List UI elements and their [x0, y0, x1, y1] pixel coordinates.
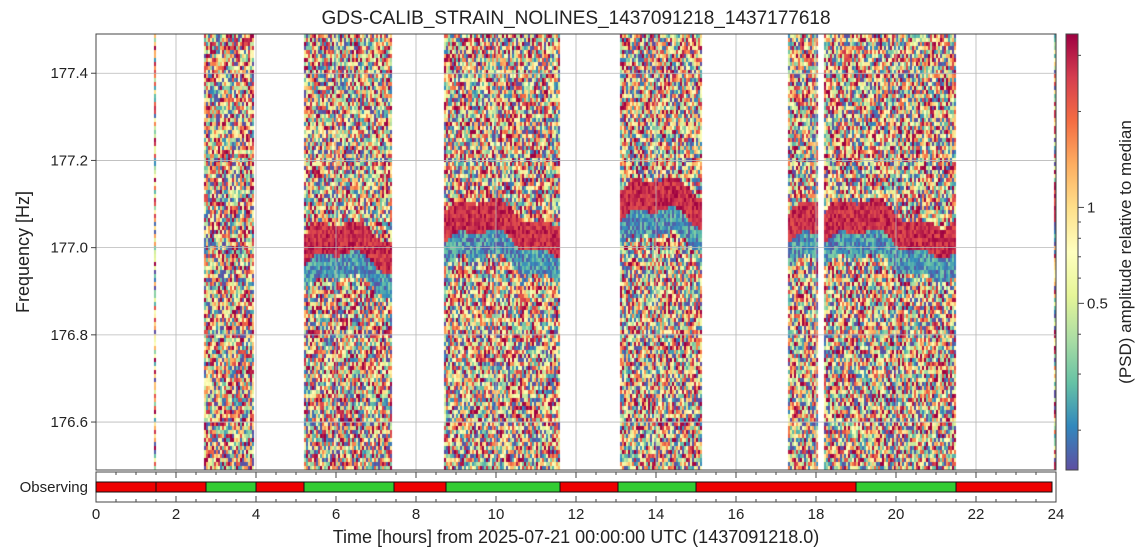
state-bar-label: Observing [20, 479, 88, 496]
observing-segment-active [855, 481, 957, 493]
observing-segment-inactive [695, 481, 857, 493]
observing-segment-inactive [559, 481, 619, 493]
x-tick-label: 6 [332, 506, 340, 523]
y-tick-label: 176.8 [50, 327, 88, 344]
x-tick-label: 24 [1048, 506, 1065, 523]
observing-segment-inactive [955, 481, 1053, 493]
observing-segment-inactive [393, 481, 447, 493]
x-tick-label: 22 [968, 506, 985, 523]
plot-frame [95, 33, 1057, 471]
y-tick-label: 177.0 [50, 240, 88, 257]
colorbar: 0.51 [1065, 33, 1108, 471]
colorbar-tick-label: 1 [1087, 199, 1095, 216]
x-tick-label: 16 [728, 506, 745, 523]
observing-segment-active [303, 481, 395, 493]
colorbar-label: (PSD) amplitude relative to median [1116, 120, 1135, 384]
x-tick-label: 20 [888, 506, 905, 523]
spectrogram-plot: 176.6 176.8 177.0 177.2 177.4 [50, 33, 1057, 471]
x-tick-label: 18 [808, 506, 825, 523]
observing-segment-inactive [155, 481, 207, 493]
observing-segment-inactive [255, 481, 305, 493]
observing-segment-inactive [95, 481, 157, 493]
chart-title: GDS-CALIB_STRAIN_NOLINES_1437091218_1437… [321, 8, 830, 29]
y-tick-label: 177.2 [50, 152, 88, 169]
x-tick-label: 0 [92, 506, 100, 523]
x-tick-label: 14 [648, 506, 665, 523]
x-tick-label: 12 [568, 506, 585, 523]
x-tick-label: 2 [172, 506, 180, 523]
observing-segment-active [617, 481, 697, 493]
observing-segment-active [205, 481, 257, 493]
x-axis-label: Time [hours] from 2025-07-21 00:00:00 UT… [333, 527, 820, 547]
x-tick-label: 10 [488, 506, 505, 523]
x-tick-label: 8 [412, 506, 420, 523]
y-tick-label: 176.6 [50, 414, 88, 431]
y-tick-label: 177.4 [50, 65, 88, 82]
observing-segment-active [445, 481, 561, 493]
colorbar-gradient [1065, 33, 1079, 471]
colorbar-tick-label: 0.5 [1087, 295, 1108, 312]
x-tick-label: 4 [252, 506, 260, 523]
gridlines [96, 34, 1056, 470]
y-axis-label: Frequency [Hz] [13, 191, 33, 313]
